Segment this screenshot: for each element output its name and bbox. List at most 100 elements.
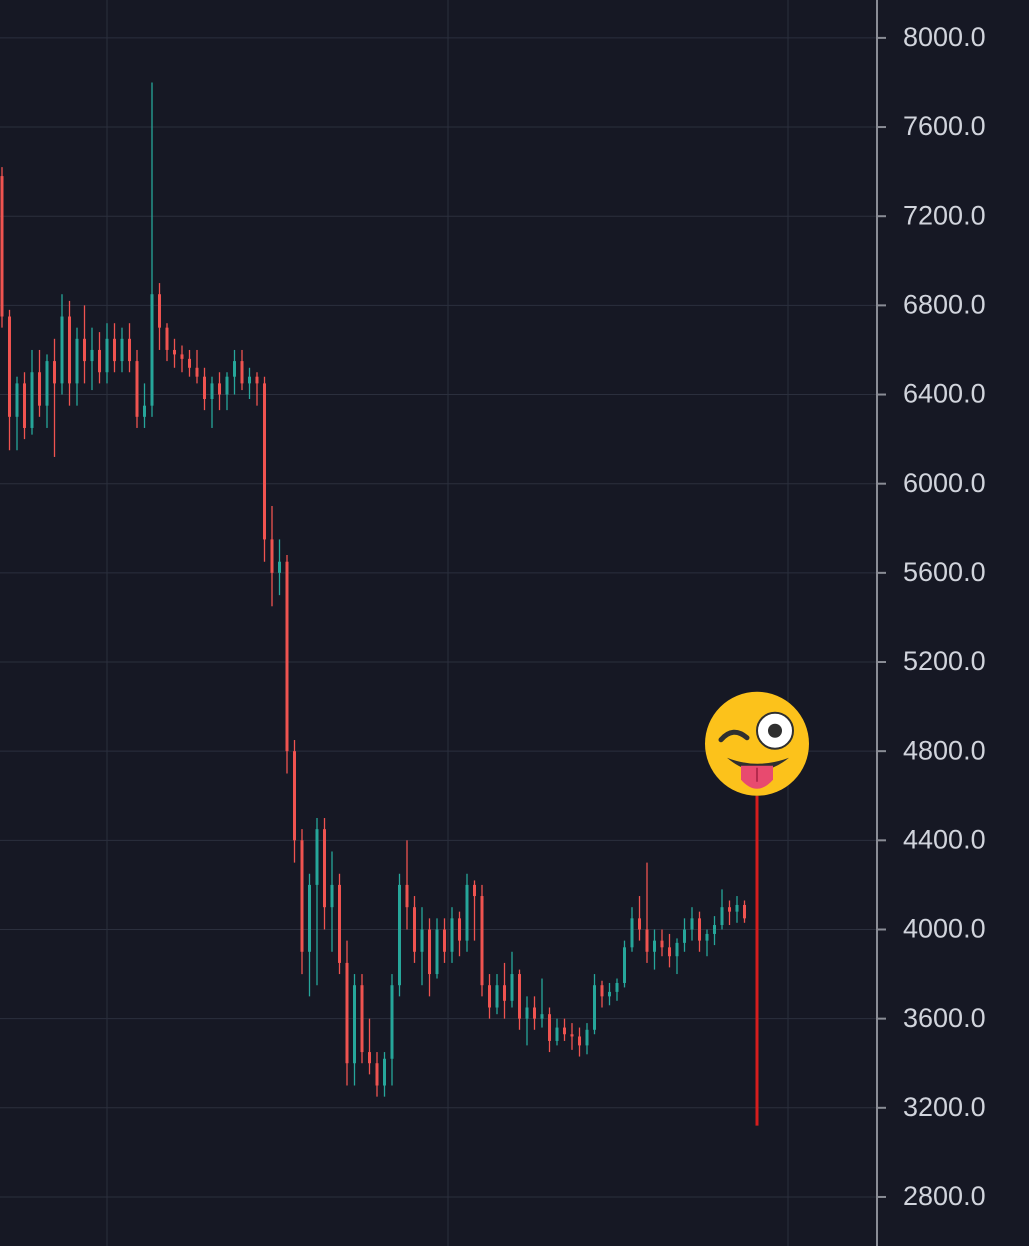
candle-body: [398, 884, 401, 986]
candle-body: [255, 376, 259, 384]
candle-body: [338, 884, 341, 963]
y-tick-label: 6000.0: [903, 468, 986, 498]
y-tick-label: 5600.0: [903, 557, 986, 587]
candle-body: [45, 361, 49, 406]
candle-body: [510, 974, 514, 1001]
candle-body: [690, 918, 694, 930]
y-tick-label: 4800.0: [903, 735, 986, 765]
candle-body: [375, 1063, 379, 1086]
candle-body: [135, 361, 139, 417]
candle-body: [0, 176, 4, 317]
candle-body: [428, 929, 431, 975]
candle-body: [533, 1007, 536, 1019]
candle-body: [53, 361, 56, 384]
candle-body: [525, 1007, 529, 1019]
candle-body: [300, 840, 304, 952]
candle-body: [203, 376, 206, 399]
candle-body: [218, 383, 221, 395]
candle-body: [293, 751, 296, 841]
candle-body: [75, 338, 79, 384]
candle-body: [68, 316, 71, 384]
candle-body: [645, 929, 649, 952]
candle-body: [233, 361, 236, 377]
candle-body: [143, 405, 146, 417]
candle-body: [435, 929, 439, 975]
y-tick-label: 5200.0: [903, 646, 986, 676]
candle-body: [120, 338, 124, 362]
candle-body: [728, 907, 731, 912]
candle-body: [180, 354, 184, 359]
candle-body: [450, 918, 454, 952]
candle-body: [420, 929, 424, 952]
y-tick-label: 3600.0: [903, 1003, 986, 1033]
candle-body: [600, 985, 604, 997]
candle-body: [15, 383, 19, 417]
candle-body: [83, 338, 86, 362]
y-tick-label: 6800.0: [903, 289, 986, 319]
y-tick-label: 8000.0: [903, 22, 986, 52]
candle-body: [173, 349, 176, 355]
y-tick-label: 4000.0: [903, 914, 986, 944]
y-tick-label: 6400.0: [903, 379, 986, 409]
candle-body: [735, 904, 739, 912]
candle-body: [503, 985, 506, 1001]
candle-body: [585, 1029, 589, 1046]
candle-body: [713, 925, 716, 934]
candle-body: [158, 294, 161, 328]
candle-body: [248, 376, 251, 384]
emoji-pupil: [768, 723, 782, 738]
y-tick-label: 3200.0: [903, 1092, 986, 1122]
emoji-wink: [718, 729, 750, 743]
candle-body: [360, 985, 364, 1053]
candle-body: [390, 985, 394, 1059]
candle-body: [330, 884, 334, 908]
candle-body: [548, 1014, 551, 1041]
candle-body: [315, 829, 319, 885]
candle-body: [540, 1014, 544, 1019]
candle-body: [488, 985, 491, 1008]
candle-body: [675, 942, 679, 957]
candle-body: [353, 985, 356, 1064]
candle-body: [683, 929, 686, 943]
candle-body: [413, 907, 416, 952]
candle-body: [615, 982, 619, 992]
y-tick-label: 7200.0: [903, 200, 986, 230]
candle-body: [285, 561, 289, 752]
candle-body: [278, 561, 281, 573]
candle-body: [308, 884, 311, 952]
y-tick-label: 7600.0: [903, 111, 986, 141]
candle-body: [555, 1027, 559, 1041]
candle-body: [38, 372, 41, 406]
candle-body: [698, 918, 701, 941]
candle-body: [90, 349, 94, 362]
candle-body: [578, 1036, 581, 1046]
candle-body: [465, 884, 469, 941]
candle-body: [240, 361, 244, 384]
candle-body: [30, 372, 34, 428]
candle-body: [195, 367, 199, 377]
candle-body: [608, 991, 611, 997]
candle-body: [518, 974, 521, 1019]
candle-body: [210, 383, 214, 399]
candle-body: [188, 358, 191, 368]
candle-body: [263, 383, 266, 540]
candle-body: [345, 962, 349, 1064]
candle-body: [8, 316, 11, 417]
candle-body: [98, 349, 101, 373]
candle-body: [563, 1027, 566, 1035]
candle-body: [225, 376, 229, 395]
candle-body: [593, 985, 596, 1030]
candle-body: [165, 327, 169, 350]
candle-body: [623, 947, 626, 983]
candle-body: [383, 1058, 386, 1086]
candle-body: [60, 316, 64, 384]
candle-body: [150, 294, 154, 406]
candle-body: [105, 338, 109, 373]
candle-body: [743, 904, 746, 919]
candle-body: [495, 985, 499, 1008]
y-tick-label: 2800.0: [903, 1181, 986, 1211]
candle-body: [720, 907, 724, 926]
